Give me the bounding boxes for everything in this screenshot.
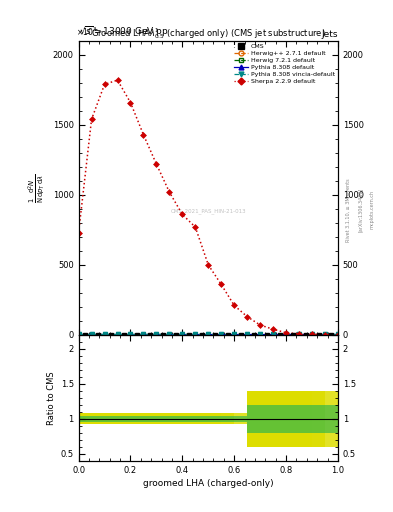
Y-axis label: $\frac{1}{\mathrm{N}}\frac{\mathrm{d}^2N}{\mathrm{d}p_T\,\mathrm{d}\lambda}$: $\frac{1}{\mathrm{N}}\frac{\mathrm{d}^2N… [26,173,47,203]
Text: mcplots.cern.ch: mcplots.cern.ch [369,190,375,229]
Title: Groomed LHA$\lambda^{1}_{0.5}$ (charged only) (CMS jet substructure): Groomed LHA$\lambda^{1}_{0.5}$ (charged … [91,26,326,41]
Legend: CMS, Herwig++ 2.7.1 default, Herwig 7.2.1 default, Pythia 8.308 default, Pythia : CMS, Herwig++ 2.7.1 default, Herwig 7.2.… [233,43,336,86]
Text: $\times10^{3}$: $\times10^{3}$ [76,26,97,38]
X-axis label: groomed LHA (charged-only): groomed LHA (charged-only) [143,479,274,488]
Text: [arXiv:1306.3436]: [arXiv:1306.3436] [358,188,363,232]
Text: $\sqrt{s}=$13000 GeV pp: $\sqrt{s}=$13000 GeV pp [79,25,168,39]
Y-axis label: Ratio to CMS: Ratio to CMS [48,371,57,424]
Text: Rivet 3.1.10, ≥ 3M events: Rivet 3.1.10, ≥ 3M events [346,178,351,242]
Text: Jets: Jets [321,30,338,39]
Text: CMS_2021_PAS_HIN-21-013: CMS_2021_PAS_HIN-21-013 [171,208,246,214]
